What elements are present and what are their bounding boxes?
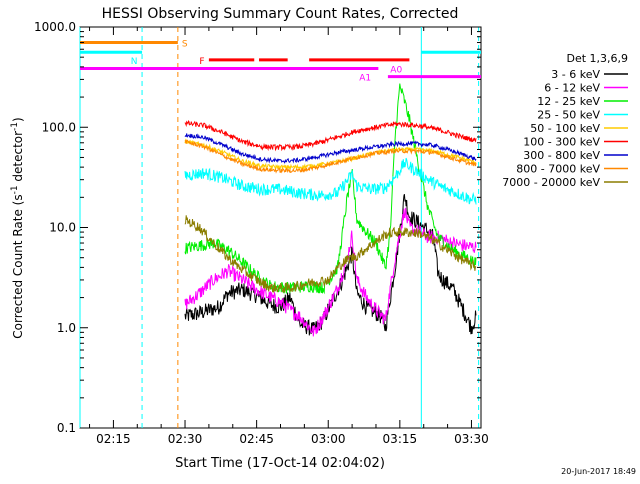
series-line-7000-20000-kev [184,215,477,294]
series-line-800-7000-kev [184,139,477,174]
y-axis-label-end: ) [11,117,25,122]
y-tick-label: 1.0 [57,321,76,335]
footer-date: 20-Jun-2017 18:49 [561,467,636,476]
legend-label-300-800-kev: 300 - 800 keV [523,149,600,162]
series-line-12-25-kev [184,83,477,295]
series-line-100-300-kev [184,120,477,152]
state-boundary-lines [79,27,480,428]
y-tick-label: 0.1 [57,421,76,435]
plot-area: S N F A1 A0 0.1 1.0 10.0 100.0 1000.0 02:15 02:30… [34,20,489,446]
y-axis-label: Corrected Count Rate (s-1 detector-1) [10,117,25,338]
legend-label-50-100-kev: 50 - 100 keV [530,122,600,135]
series-lines [184,83,477,337]
y-axis-label-main: Corrected Count Rate (s [11,194,25,338]
series-line-300-800-kev [184,133,477,164]
y-tick-label: 100.0 [42,120,76,134]
y-axis-label-sup2: -1 [10,122,20,131]
x-tick-label: 02:15 [96,432,131,446]
x-axis-ticks: 02:15 02:30 02:45 03:00 03:15 03:30 [89,27,489,446]
state-bar-label-a0: A0 [390,66,402,76]
legend-label-25-50-kev: 25 - 50 keV [537,109,600,122]
state-bars: S N F A1 A0 [80,40,481,84]
x-tick-label: 02:45 [239,432,274,446]
y-tick-label: 1000.0 [34,20,76,34]
legend-label-12-25-kev: 12 - 25 keV [537,95,600,108]
series-line-6-12-kev [184,207,477,337]
state-bar-label-f: F [199,57,204,67]
state-bar-label-n: N [131,57,138,67]
x-tick-label: 03:30 [454,432,489,446]
legend-label-800-7000-kev: 800 - 7000 keV [516,163,600,176]
legend-label-7000-20000-kev: 7000 - 20000 keV [502,176,600,189]
series-line-25-50-kev [184,157,477,205]
x-axis-label: Start Time (17-Oct-14 02:04:02) [175,456,385,471]
legend-label-100-300-kev: 100 - 300 keV [523,136,600,149]
x-tick-label: 03:00 [311,432,346,446]
state-bar-label-a1: A1 [359,74,371,84]
y-axis-ticks: 0.1 1.0 10.0 100.0 1000.0 [34,20,481,435]
legend-title: Det 1,3,6,9 [566,52,628,65]
y-axis-label-sup1: -1 [10,185,20,194]
legend-label-3-6-kev: 3 - 6 keV [551,68,600,81]
x-tick-label: 03:15 [383,432,418,446]
y-tick-label: 10.0 [49,221,76,235]
state-bar-label-s: S [182,40,188,50]
x-tick-label: 02:30 [168,432,203,446]
y-axis-label-mid: detector [11,131,25,186]
chart-title: HESSI Observing Summary Count Rates, Cor… [102,6,459,22]
legend-label-6-12-kev: 6 - 12 keV [544,82,600,95]
